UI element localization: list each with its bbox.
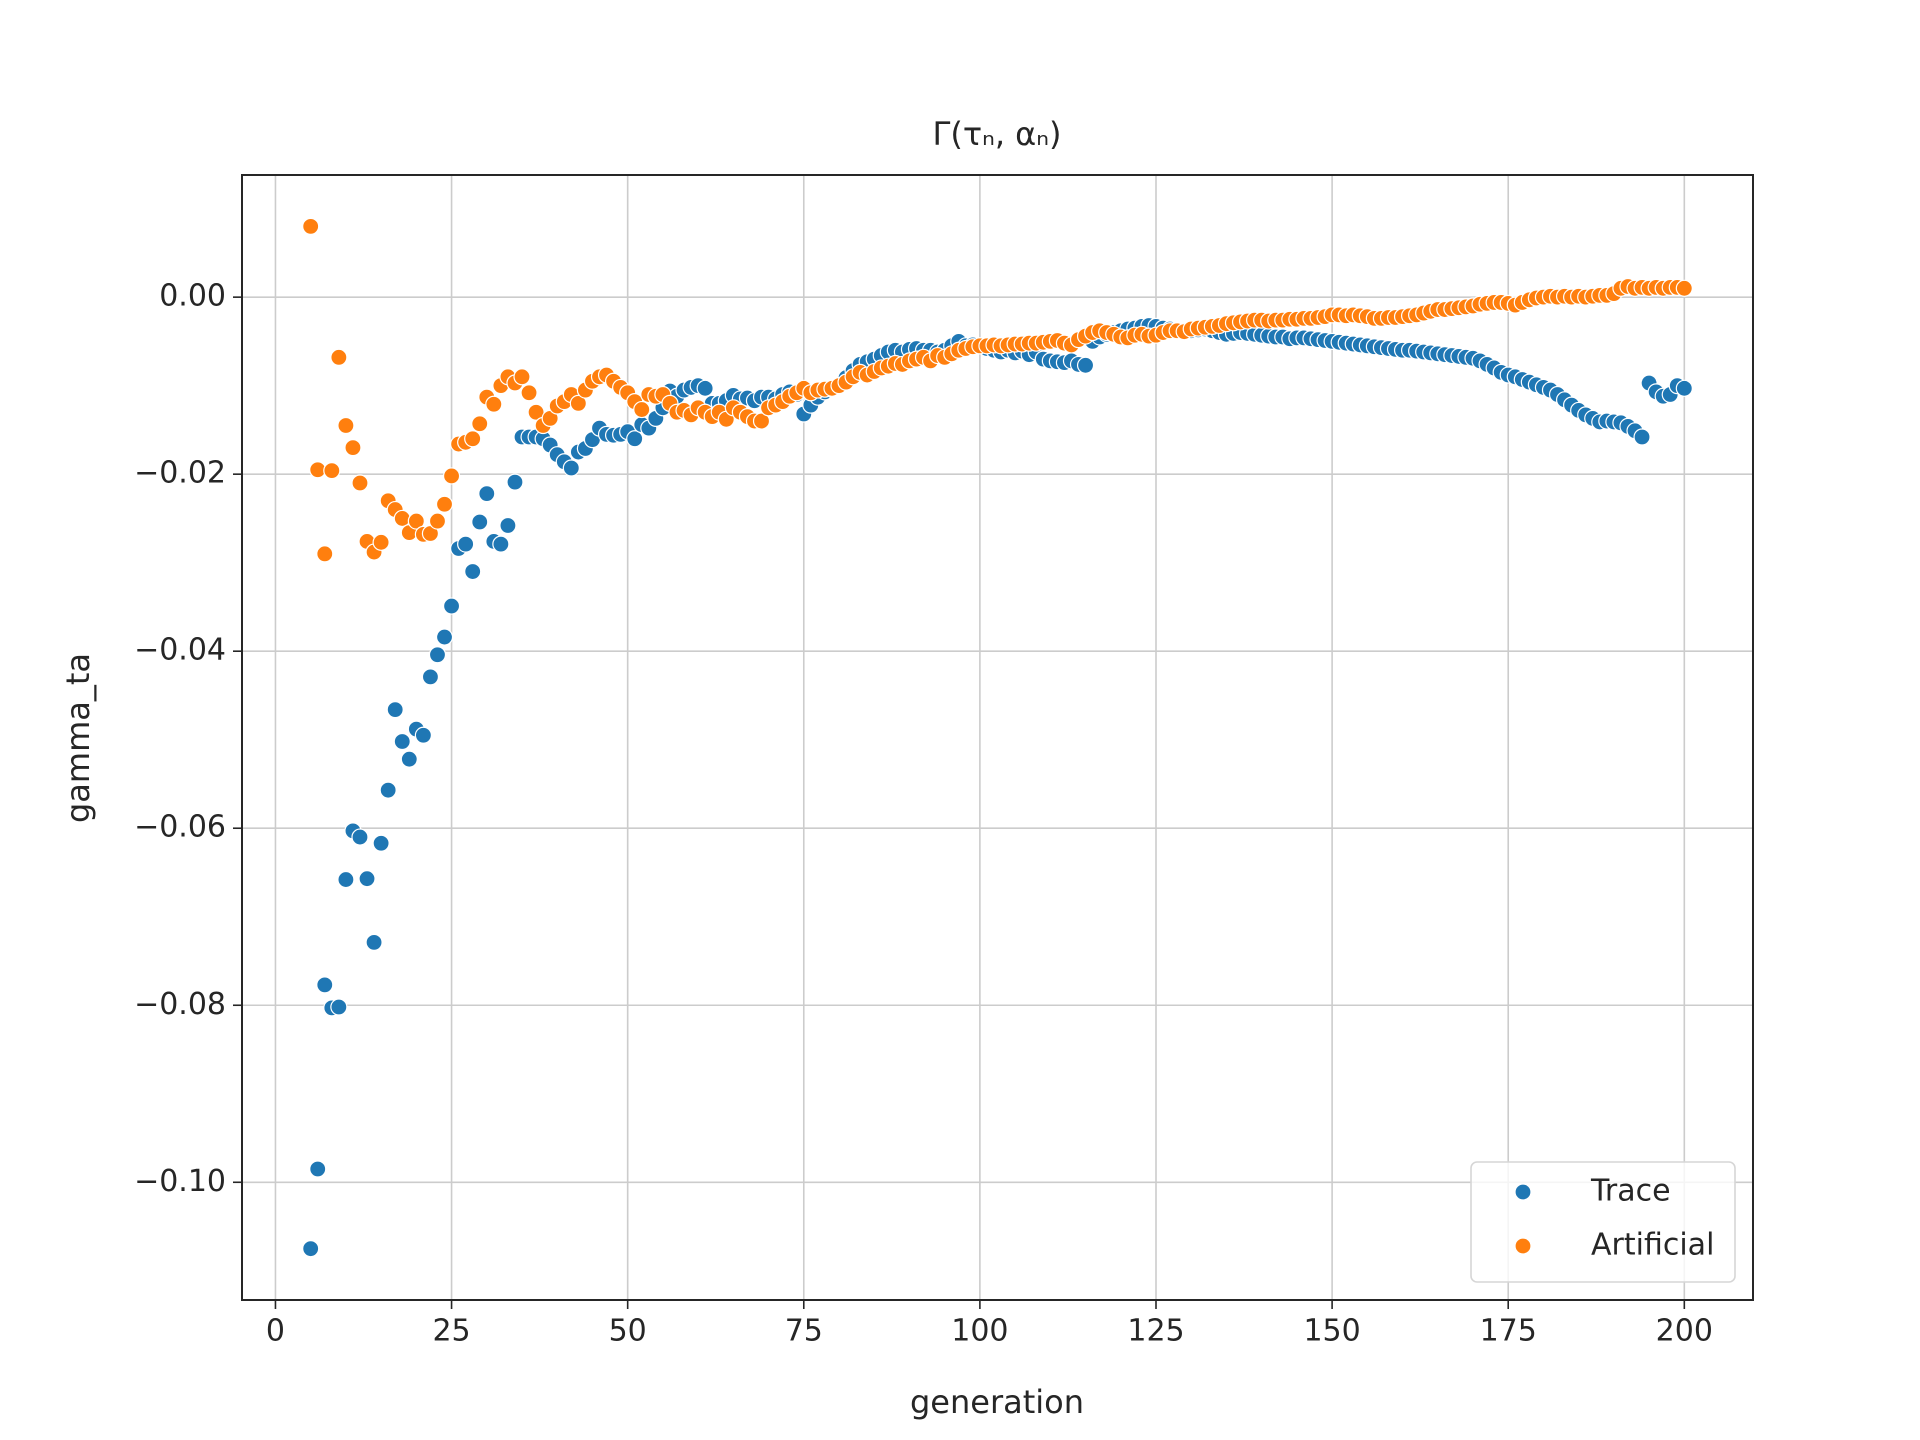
legend: Trace Artificial — [1470, 1161, 1736, 1283]
legend-label: Trace — [1590, 1174, 1671, 1209]
data-point — [393, 732, 411, 751]
data-point — [379, 781, 397, 799]
data-point — [569, 394, 587, 412]
data-point — [330, 348, 348, 366]
data-point — [435, 495, 454, 513]
data-point — [309, 1160, 327, 1178]
x-tick-label: 75 — [785, 1314, 823, 1349]
x-tick-label: 200 — [1656, 1314, 1713, 1349]
data-point — [372, 533, 390, 551]
data-point — [421, 668, 440, 686]
x-tick-label: 175 — [1480, 1314, 1537, 1349]
data-point — [492, 535, 510, 553]
data-point — [626, 430, 644, 448]
data-point — [372, 834, 390, 852]
y-tick-label: −0.02 — [134, 456, 226, 491]
y-tick-label: −0.06 — [134, 810, 226, 845]
data-point — [330, 998, 348, 1016]
data-point — [513, 368, 531, 386]
x-tick-label: 0 — [266, 1314, 285, 1349]
data-point — [442, 597, 461, 615]
data-point — [337, 416, 355, 435]
data-point — [752, 412, 771, 430]
data-point — [316, 976, 334, 994]
data-point — [302, 1240, 320, 1258]
data-point — [499, 516, 517, 535]
data-point — [1076, 356, 1095, 374]
y-tick-label: −0.08 — [134, 987, 226, 1022]
data-point — [633, 400, 651, 419]
x-axis-label: generation — [910, 1383, 1084, 1421]
data-point — [478, 485, 496, 503]
data-point — [386, 701, 404, 719]
y-axis-label: gamma_ta — [59, 653, 97, 823]
data-point — [457, 535, 475, 553]
data-point — [435, 628, 454, 646]
chart-title: Γ(τₙ, αₙ) — [933, 115, 1062, 153]
data-point — [428, 512, 447, 530]
x-tick-label: 100 — [951, 1314, 1008, 1349]
data-point — [428, 646, 447, 664]
y-tick-label: −0.04 — [134, 633, 226, 668]
data-point — [1633, 428, 1651, 446]
data-point — [407, 512, 425, 530]
data-point — [344, 439, 362, 457]
legend-box — [1470, 1161, 1736, 1283]
data-point — [365, 933, 383, 952]
data-point — [1675, 279, 1693, 297]
data-point — [351, 474, 369, 492]
x-tick-label: 50 — [609, 1314, 647, 1349]
x-tick-label: 25 — [432, 1314, 470, 1349]
y-tick-label: −0.10 — [134, 1164, 226, 1199]
data-point — [471, 415, 489, 433]
data-point — [400, 750, 418, 768]
data-point — [442, 467, 461, 485]
data-point — [527, 403, 545, 421]
x-tick-label: 150 — [1303, 1314, 1360, 1349]
y-tick-label: 0.00 — [159, 279, 226, 314]
data-point — [1675, 379, 1693, 397]
data-point — [562, 459, 580, 477]
data-point — [464, 562, 482, 581]
data-point — [337, 870, 355, 889]
data-point — [696, 379, 714, 397]
legend-marker — [1514, 1237, 1532, 1255]
data-point — [464, 430, 482, 448]
data-point — [358, 870, 376, 888]
data-point — [506, 473, 524, 491]
x-tick-label: 125 — [1127, 1314, 1184, 1349]
data-point — [471, 513, 489, 531]
data-point — [393, 509, 411, 528]
data-point — [302, 217, 320, 235]
data-point — [485, 395, 503, 413]
data-point — [520, 384, 538, 402]
data-point — [316, 545, 334, 563]
plot-frame — [241, 174, 1754, 1301]
legend-marker — [1514, 1183, 1532, 1201]
data-point — [323, 462, 341, 480]
data-point — [351, 828, 369, 846]
data-point — [414, 726, 432, 744]
legend-label: Artificial — [1591, 1228, 1714, 1263]
